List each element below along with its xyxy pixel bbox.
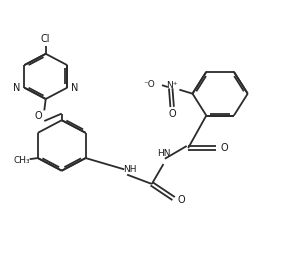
Text: O: O xyxy=(168,109,176,119)
Text: O: O xyxy=(178,195,185,205)
Text: N: N xyxy=(13,83,21,93)
Text: N⁺: N⁺ xyxy=(166,81,178,90)
Text: O: O xyxy=(220,143,228,153)
Text: N: N xyxy=(71,83,78,93)
Text: O: O xyxy=(34,111,42,121)
Text: NH: NH xyxy=(123,165,137,174)
Text: ⁻O: ⁻O xyxy=(144,80,155,89)
Text: Cl: Cl xyxy=(41,34,51,44)
Text: CH₃: CH₃ xyxy=(13,156,30,165)
Text: HN: HN xyxy=(157,150,170,158)
